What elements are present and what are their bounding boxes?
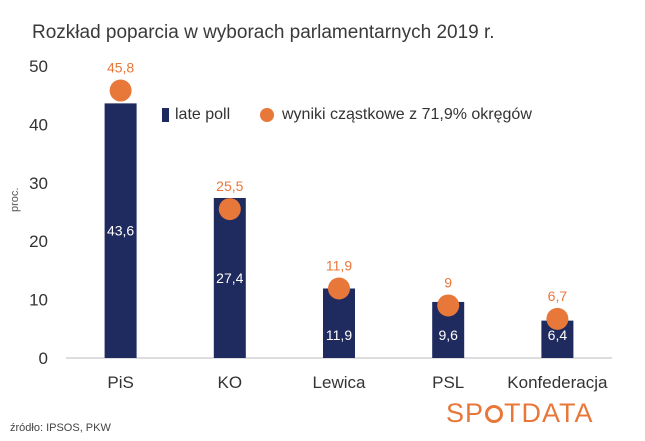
result-dot: [109, 79, 132, 102]
legend-item-partial-results: wyniki cząstkowe z 71,9% okręgów: [260, 106, 532, 124]
dot-value-label: 9: [444, 274, 452, 290]
x-tick-label: PiS: [107, 373, 133, 392]
y-tick-label: 0: [39, 349, 48, 368]
y-tick-label: 20: [29, 232, 48, 251]
result-dot: [437, 294, 460, 317]
legend-label-late-poll: late poll: [175, 106, 231, 123]
brand-logo: SP TDATA: [446, 398, 594, 429]
result-dot: [328, 277, 350, 300]
brand-o-ring-icon: [485, 405, 504, 423]
brand-text-end: TDATA: [504, 398, 594, 428]
bar: [104, 103, 137, 358]
dot-value-label: 6,7: [548, 288, 568, 304]
result-dot: [218, 198, 241, 221]
legend-swatch-dot: [260, 108, 274, 122]
legend-label-partial-results: wyniki cząstkowe z 71,9% okręgów: [282, 106, 532, 123]
x-tick-label: KO: [218, 373, 243, 392]
y-tick-label: 30: [29, 174, 48, 193]
y-tick-label: 40: [29, 115, 48, 134]
bar-value-label: 43,6: [107, 223, 134, 239]
chart-title: Rozkład poparcia w wyborach parlamentarn…: [32, 22, 495, 43]
bar: [213, 197, 246, 358]
result-dot: [546, 307, 569, 330]
brand-text-start: SP: [446, 398, 485, 428]
x-tick-label: Konfederacja: [507, 373, 608, 392]
legend-item-late-poll: late poll: [162, 106, 230, 124]
bar-value-label: 11,9: [326, 327, 352, 343]
bar-value-label: 9,6: [438, 327, 458, 343]
y-tick-label: 10: [29, 291, 48, 310]
dot-value-label: 25,5: [216, 178, 243, 194]
source-note: źródło: IPSOS, PKW: [10, 422, 111, 434]
legend-swatch-bar: [162, 108, 169, 122]
dot-value-label: 11,9: [326, 258, 352, 274]
bar-value-label: 27,4: [216, 270, 243, 286]
dot-value-label: 45,8: [107, 60, 134, 76]
x-tick-label: PSL: [432, 373, 464, 392]
y-tick-label: 50: [29, 57, 48, 76]
x-tick-label: Lewica: [313, 373, 366, 392]
bar-value-label: 6,4: [548, 327, 568, 343]
bar: [323, 288, 355, 358]
